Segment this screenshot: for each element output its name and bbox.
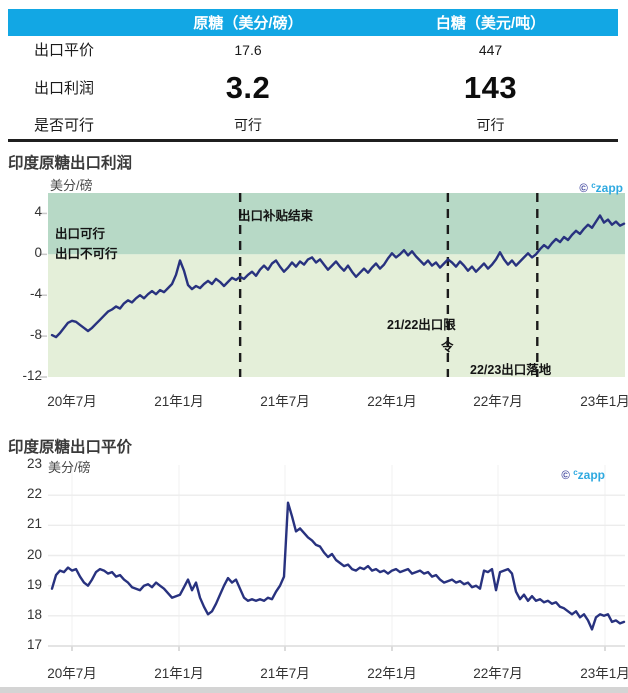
white-sugar-feasibility-value: 可行	[476, 116, 505, 133]
x-tick-label: 20年7月	[47, 394, 97, 409]
parity-chart-title: 印度原糖出口平价	[8, 439, 133, 456]
table-row: 是否可行 可行 可行	[8, 112, 618, 137]
band-label-export-feasible: 出口可行	[55, 227, 106, 241]
y-tick-label: -8	[29, 327, 42, 343]
table-header-row: 原糖（美分/磅） 白糖（美元/吨）	[8, 9, 618, 36]
x-tick-label: 21年1月	[154, 394, 204, 409]
y-tick-label: -4	[29, 286, 42, 302]
copyright-icon: ©	[579, 183, 588, 195]
raw-sugar-parity-value: 17.6	[234, 41, 262, 58]
table-row: 出口平价 17.6 447	[8, 36, 618, 63]
bottom-scrollbar[interactable]	[0, 687, 628, 693]
watermark-brand: zapp	[595, 181, 623, 195]
copyright-icon: ©	[561, 470, 570, 482]
white-sugar-profit-value: 143	[463, 69, 518, 105]
watermark-superscript: c	[573, 468, 578, 477]
czapp-watermark: © czapp	[561, 468, 605, 482]
export-parity-table: 原糖（美分/磅） 白糖（美元/吨） 出口平价 17.6 447 出口利润 3.2…	[8, 9, 618, 142]
annotation-export-restriction-line2: 令	[441, 340, 454, 354]
table-row: 出口利润 3.2 143	[8, 63, 618, 112]
y-tick-label: -12	[22, 368, 42, 383]
row-label-feasibility: 是否可行	[34, 117, 95, 134]
czapp-watermark: © czapp	[579, 181, 623, 195]
white-sugar-parity-value: 447	[478, 41, 503, 58]
x-tick-label: 22年1月	[367, 666, 417, 681]
y-tick-label: 23	[26, 456, 42, 471]
watermark-brand: zapp	[577, 468, 605, 482]
y-tick-label: 20	[26, 546, 42, 562]
profit-chart-title: 印度原糖出口利润	[8, 155, 133, 172]
series-line	[50, 501, 626, 631]
parity-chart-unit-label: 美分/磅	[48, 460, 91, 475]
annotation-subsidy-end: 出口补贴结束	[238, 209, 314, 223]
y-tick-label: 21	[26, 516, 42, 532]
y-tick-label: 22	[26, 486, 42, 502]
x-tick-label: 20年7月	[47, 666, 97, 681]
profit-chart-unit-label: 美分/磅	[50, 178, 93, 193]
row-label-export-profit: 出口利润	[34, 80, 95, 97]
y-tick-label: 0	[34, 245, 42, 261]
x-tick-label: 21年7月	[260, 394, 310, 409]
y-tick-label: 18	[26, 606, 42, 622]
x-tick-label: 22年7月	[473, 394, 523, 409]
table-header-raw-sugar: 原糖（美分/磅）	[193, 15, 303, 32]
y-tick-label: 4	[34, 204, 42, 220]
x-tick-label: 22年1月	[367, 394, 417, 409]
y-tick-label: 19	[26, 576, 42, 592]
series-line	[50, 214, 626, 339]
raw-sugar-profit-value: 3.2	[225, 69, 271, 105]
annotation-export-restriction-line1: 21/22出口限	[387, 318, 456, 332]
x-tick-label: 22年7月	[473, 666, 523, 681]
watermark-superscript: c	[591, 181, 596, 190]
annotation-export-policy-landed: 22/23出口落地	[470, 363, 552, 377]
band-label-export-infeasible: 出口不可行	[55, 247, 118, 261]
x-tick-label: 21年1月	[154, 666, 204, 681]
x-tick-label: 21年7月	[260, 666, 310, 681]
plot-band	[48, 193, 625, 255]
x-tick-label: 23年1月	[580, 666, 628, 681]
table-header-white-sugar: 白糖（美元/吨）	[435, 15, 546, 32]
x-tick-label: 23年1月	[580, 394, 628, 409]
y-tick-label: 17	[26, 637, 42, 652]
raw-sugar-feasibility-value: 可行	[234, 116, 262, 133]
plot-band	[48, 254, 625, 377]
row-label-export-parity: 出口平价	[34, 42, 95, 59]
